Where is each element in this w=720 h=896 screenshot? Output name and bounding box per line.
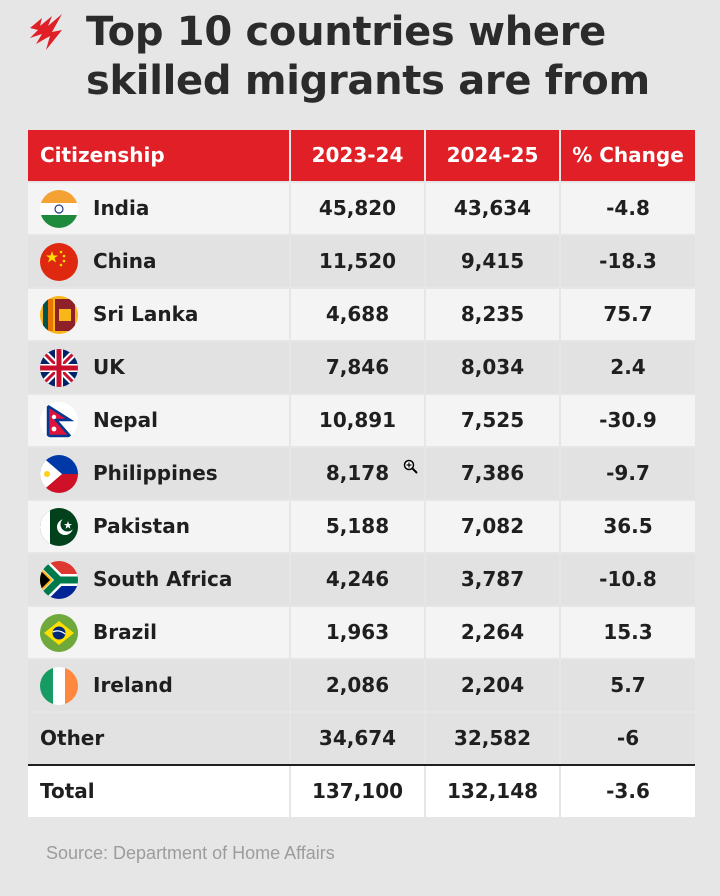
row-2023-24: 10,891 [291, 395, 424, 446]
table-header-row: Citizenship 2023-24 2024-25 % Change [28, 130, 695, 183]
row-2024-25: 43,634 [426, 183, 559, 234]
row-2024-25: 9,415 [426, 236, 559, 287]
row-2023-24: 8,178 [291, 448, 424, 499]
header: Top 10 countries where skilled migrants … [0, 0, 720, 125]
row-change: -18.3 [561, 236, 695, 287]
row-2024-25: 132,148 [426, 766, 559, 817]
table-row: Ireland 2,086 2,204 5.7 [28, 660, 695, 713]
total-divider [28, 764, 695, 766]
row-change: 75.7 [561, 289, 695, 340]
row-country: India [93, 196, 150, 220]
row-2024-25: 7,082 [426, 501, 559, 552]
table-row: Philippines 8,178 7,386 -9.7 [28, 448, 695, 501]
row-change: -4.8 [561, 183, 695, 234]
table-row: Sri Lanka 4,688 8,235 75.7 [28, 289, 695, 342]
row-change: -30.9 [561, 395, 695, 446]
row-2023-24: 5,188 [291, 501, 424, 552]
source-note: Source: Department of Home Affairs [46, 843, 335, 863]
row-country: Total [40, 779, 95, 803]
header-citizenship: Citizenship [28, 130, 289, 181]
sri-lanka-flag-icon [40, 296, 78, 334]
south-africa-flag-icon [40, 561, 78, 599]
table-row-total: Total 137,100 132,148 -3.6 [28, 766, 695, 819]
row-country: Other [40, 726, 105, 750]
row-country: Ireland [93, 673, 173, 697]
row-change: -9.7 [561, 448, 695, 499]
nepal-flag-icon [40, 402, 78, 440]
row-change: 2.4 [561, 342, 695, 393]
pakistan-flag-icon [40, 508, 78, 546]
india-flag-icon [40, 190, 78, 228]
row-change: -10.8 [561, 554, 695, 605]
row-2024-25: 7,525 [426, 395, 559, 446]
row-country: Brazil [93, 620, 157, 644]
row-2024-25: 8,235 [426, 289, 559, 340]
table-row: South Africa 4,246 3,787 -10.8 [28, 554, 695, 607]
row-2023-24: 4,246 [291, 554, 424, 605]
row-change: 5.7 [561, 660, 695, 711]
table-row: India 45,820 43,634 -4.8 [28, 183, 695, 236]
table-row: China 11,520 9,415 -18.3 [28, 236, 695, 289]
row-2024-25: 3,787 [426, 554, 559, 605]
china-flag-icon [40, 243, 78, 281]
row-2023-24: 11,520 [291, 236, 424, 287]
uk-flag-icon [40, 349, 78, 387]
table-row: Brazil 1,963 2,264 15.3 [28, 607, 695, 660]
row-country: Pakistan [93, 514, 190, 538]
row-change: -6 [561, 713, 695, 764]
philippines-flag-icon [40, 455, 78, 493]
row-2023-24: 2,086 [291, 660, 424, 711]
header-change: % Change [561, 130, 695, 181]
row-2024-25: 2,204 [426, 660, 559, 711]
ireland-flag-icon [40, 667, 78, 705]
row-change: 36.5 [561, 501, 695, 552]
row-country: Nepal [93, 408, 158, 432]
row-2024-25: 8,034 [426, 342, 559, 393]
zoom-in-cursor-icon [403, 459, 418, 474]
row-country: South Africa [93, 567, 233, 591]
row-change: 15.3 [561, 607, 695, 658]
row-2023-24: 7,846 [291, 342, 424, 393]
row-2023-24: 34,674 [291, 713, 424, 764]
header-2024-25: 2024-25 [426, 130, 559, 181]
sbs-logo-icon [30, 14, 62, 50]
row-2024-25: 7,386 [426, 448, 559, 499]
row-2023-24: 137,100 [291, 766, 424, 817]
row-country: Philippines [93, 461, 218, 485]
row-2023-24: 45,820 [291, 183, 424, 234]
row-2023-24: 4,688 [291, 289, 424, 340]
table-row-other: Other 34,674 32,582 -6 [28, 713, 695, 766]
table-row: Pakistan 5,188 7,082 36.5 [28, 501, 695, 554]
row-change: -3.6 [561, 766, 695, 817]
brazil-flag-icon [40, 614, 78, 652]
header-2023-24: 2023-24 [291, 130, 424, 181]
row-2024-25: 32,582 [426, 713, 559, 764]
row-2023-24: 1,963 [291, 607, 424, 658]
page-title: Top 10 countries where skilled migrants … [86, 9, 650, 104]
row-2024-25: 2,264 [426, 607, 559, 658]
row-country: Sri Lanka [93, 302, 199, 326]
row-country: UK [93, 355, 125, 379]
table-row: Nepal 10,891 7,525 -30.9 [28, 395, 695, 448]
row-country: China [93, 249, 157, 273]
table-row: UK 7,846 8,034 2.4 [28, 342, 695, 395]
